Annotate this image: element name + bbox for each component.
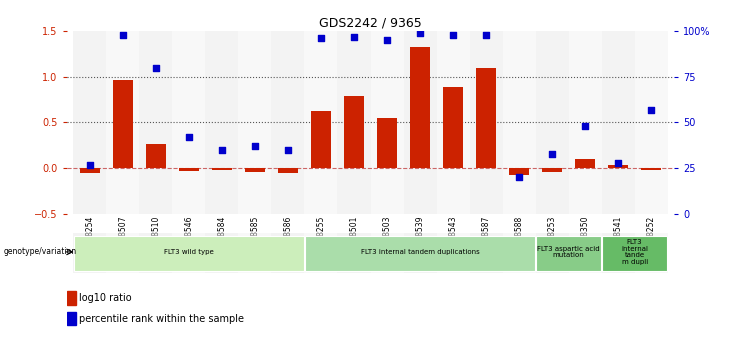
Bar xyxy=(470,31,502,214)
Bar xyxy=(602,31,635,214)
Point xyxy=(249,144,261,149)
Text: FLT3 internal tandem duplications: FLT3 internal tandem duplications xyxy=(361,249,479,255)
Bar xyxy=(173,233,205,273)
Bar xyxy=(568,233,602,273)
Bar xyxy=(344,96,364,168)
Bar xyxy=(305,31,337,214)
Point xyxy=(348,34,360,39)
Text: FLT3 aspartic acid
mutation: FLT3 aspartic acid mutation xyxy=(537,246,600,258)
Bar xyxy=(635,31,668,214)
Bar xyxy=(311,111,331,168)
Bar xyxy=(536,236,601,270)
Point xyxy=(84,162,96,167)
Bar xyxy=(139,31,173,214)
Point xyxy=(579,124,591,129)
Bar xyxy=(536,233,568,273)
Bar xyxy=(245,168,265,172)
Bar xyxy=(542,168,562,172)
Bar xyxy=(641,168,661,170)
Bar xyxy=(73,31,106,214)
Bar xyxy=(106,233,139,273)
Bar xyxy=(370,233,404,273)
Bar xyxy=(271,31,305,214)
Bar xyxy=(305,233,337,273)
Text: FLT3
internal
tande
m dupli: FLT3 internal tande m dupli xyxy=(621,239,648,265)
Bar xyxy=(278,168,298,173)
Bar xyxy=(377,118,397,168)
Text: genotype/variation: genotype/variation xyxy=(4,247,77,256)
Bar xyxy=(80,168,100,173)
Bar xyxy=(337,233,370,273)
Bar xyxy=(239,233,271,273)
Bar xyxy=(436,233,470,273)
Bar xyxy=(443,87,463,168)
Text: log10 ratio: log10 ratio xyxy=(79,293,131,303)
Bar xyxy=(271,233,305,273)
Bar xyxy=(502,233,536,273)
Bar xyxy=(436,31,470,214)
Bar xyxy=(205,31,239,214)
Point xyxy=(216,147,227,152)
Bar xyxy=(410,47,430,168)
Point xyxy=(150,65,162,70)
Point xyxy=(282,147,294,152)
Bar xyxy=(476,68,496,168)
Text: FLT3 wild type: FLT3 wild type xyxy=(164,249,213,255)
Bar xyxy=(74,236,304,270)
Bar xyxy=(536,31,568,214)
Bar xyxy=(602,236,667,270)
Bar xyxy=(337,31,370,214)
Bar xyxy=(635,233,668,273)
Text: percentile rank within the sample: percentile rank within the sample xyxy=(79,314,244,324)
Point xyxy=(117,32,129,38)
Point xyxy=(447,32,459,38)
Bar xyxy=(239,31,271,214)
Bar xyxy=(73,233,106,273)
Bar xyxy=(179,168,199,171)
Point xyxy=(645,107,657,112)
Bar xyxy=(305,236,535,270)
Bar xyxy=(146,144,166,168)
Bar xyxy=(106,31,139,214)
Bar xyxy=(139,233,173,273)
Bar xyxy=(608,166,628,168)
Bar xyxy=(602,233,635,273)
Bar xyxy=(502,31,536,214)
Title: GDS2242 / 9365: GDS2242 / 9365 xyxy=(319,17,422,30)
Bar xyxy=(67,291,76,305)
Bar xyxy=(509,168,529,175)
Point xyxy=(514,175,525,180)
Point xyxy=(183,134,195,140)
Bar xyxy=(370,31,404,214)
Point xyxy=(546,151,558,156)
Bar xyxy=(67,312,76,325)
Bar xyxy=(113,79,133,168)
Bar xyxy=(404,31,436,214)
Bar xyxy=(404,233,436,273)
Bar xyxy=(205,233,239,273)
Bar xyxy=(212,168,232,170)
Bar xyxy=(568,31,602,214)
Point xyxy=(480,32,492,38)
Point xyxy=(612,160,624,166)
Bar xyxy=(470,233,502,273)
Point xyxy=(381,37,393,43)
Bar xyxy=(173,31,205,214)
Point xyxy=(414,30,426,36)
Bar xyxy=(575,159,595,168)
Point xyxy=(315,36,327,41)
